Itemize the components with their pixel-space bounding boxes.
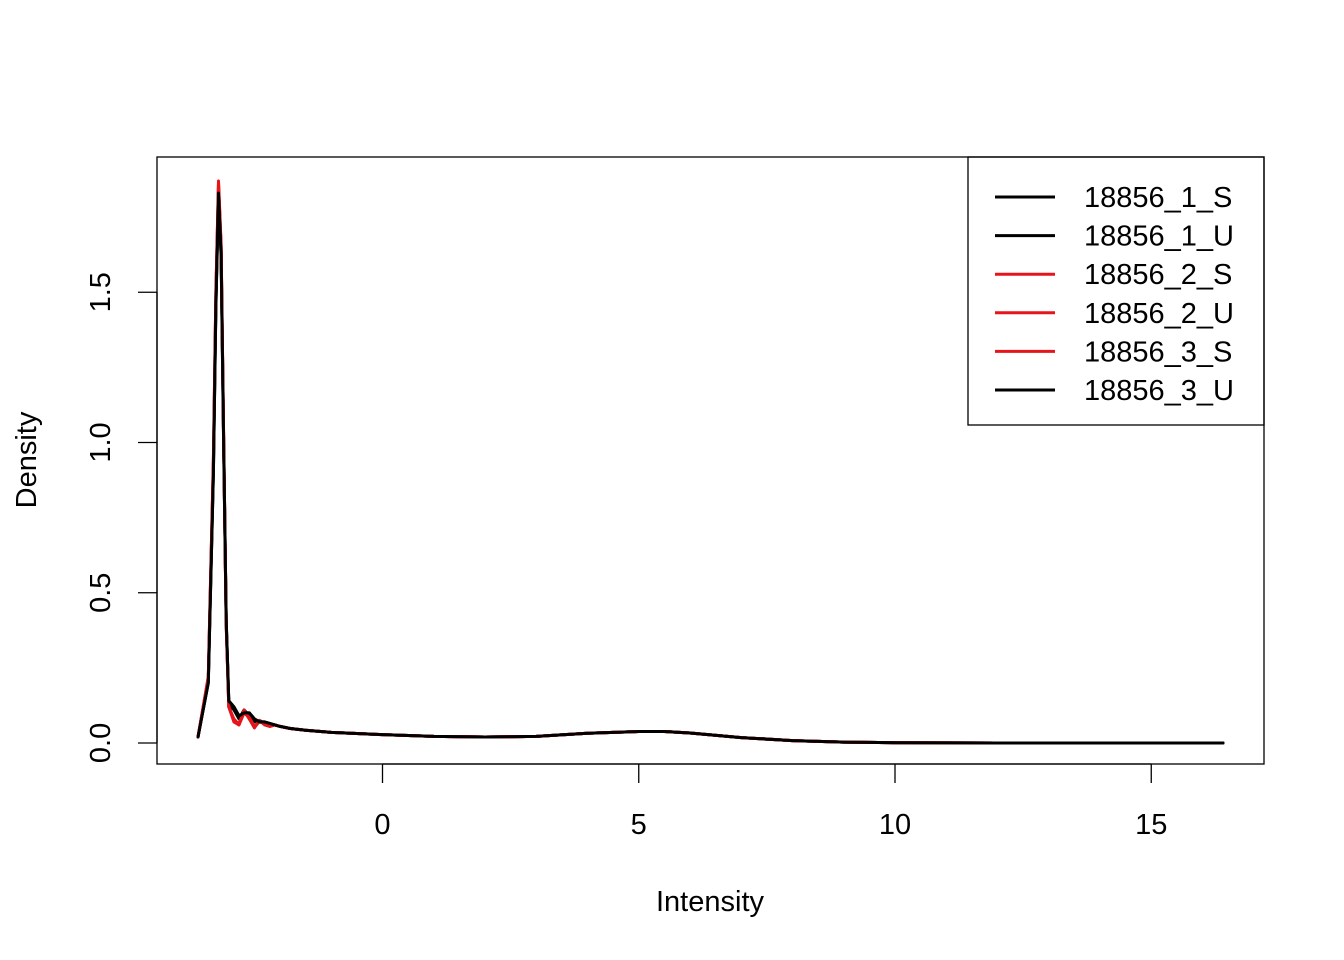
y-tick-label: 1.5 <box>85 272 117 312</box>
x-tick-label: 5 <box>631 809 647 841</box>
legend-label: 18856_2_S <box>1084 259 1232 291</box>
legend-items: 18856_1_S 18856_1_U 18856_2_S 18856_2_U 1885… <box>995 182 1234 407</box>
legend-label: 18856_1_U <box>1084 221 1234 253</box>
legend-label: 18856_1_S <box>1084 182 1232 214</box>
y-tick-label: 1.0 <box>85 422 117 462</box>
series-layer <box>196 179 1225 745</box>
legend-box <box>967 156 1265 426</box>
x-tick-label: 0 <box>374 809 390 841</box>
x-tick-label: 10 <box>879 809 911 841</box>
legend-label: 18856_2_U <box>1084 298 1234 330</box>
series-line-6 <box>196 191 1225 745</box>
y-tick-label: 0.5 <box>85 573 117 613</box>
x-axis-label: Intensity <box>656 886 764 918</box>
y-tick-label: 0.0 <box>85 723 117 763</box>
legend: 18856_1_S 18856_1_U 18856_2_S 18856_2_U 1885… <box>967 156 1265 426</box>
y-axis-ticks: 0.0 0.5 1.0 1.5 <box>85 272 157 763</box>
legend-label: 18856_3_U <box>1084 375 1234 407</box>
y-axis-label: Density <box>11 411 43 508</box>
x-axis-ticks: 0 5 10 15 <box>374 764 1167 841</box>
x-tick-label: 15 <box>1135 809 1167 841</box>
legend-label: 18856_3_S <box>1084 336 1232 368</box>
